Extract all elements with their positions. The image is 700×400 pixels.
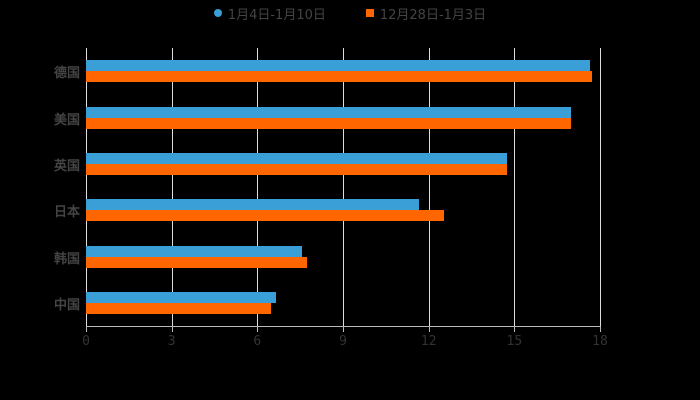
legend: 1月4日-1月10日 12月28日-1月3日: [0, 4, 700, 23]
gridline: [514, 48, 516, 326]
bar[interactable]: [86, 163, 507, 175]
x-tick: [600, 326, 601, 332]
x-tick-label: 9: [339, 334, 347, 349]
bar[interactable]: [86, 152, 507, 164]
legend-item-series-1[interactable]: 1月4日-1月10日: [213, 4, 326, 23]
y-category-label: 德国: [53, 66, 80, 82]
bar[interactable]: [86, 71, 592, 83]
bar[interactable]: [86, 199, 419, 211]
gridline: [343, 48, 344, 326]
gridline: [257, 48, 259, 326]
legend-label: 1月4日-1月10日: [227, 7, 326, 23]
x-tick-label: 6: [253, 334, 262, 349]
circle-marker-icon: [213, 9, 222, 17]
x-tick: [257, 326, 259, 332]
gridline: [171, 48, 173, 326]
bar[interactable]: [86, 291, 276, 303]
x-tick-label: 15: [506, 334, 523, 349]
gridline: [428, 48, 430, 326]
y-category-label: 日本: [53, 205, 80, 221]
x-tick: [514, 326, 516, 332]
x-tick: [343, 326, 344, 332]
bar[interactable]: [86, 245, 302, 257]
x-tick-label: 3: [167, 334, 176, 349]
y-category-label: 英国: [53, 158, 80, 174]
plot-area: [86, 48, 601, 326]
gridline: [600, 48, 601, 326]
bar[interactable]: [86, 60, 590, 72]
bar[interactable]: [86, 117, 571, 129]
x-tick-label: 18: [592, 334, 608, 349]
y-category-label: 美国: [53, 112, 80, 128]
x-tick-label: 12: [420, 334, 437, 349]
x-tick: [428, 326, 430, 332]
x-tick: [86, 326, 87, 332]
bar[interactable]: [86, 302, 272, 314]
bar[interactable]: [86, 210, 445, 222]
square-marker-icon: [365, 9, 374, 17]
x-tick: [171, 326, 173, 332]
x-tick-label: 0: [82, 334, 90, 349]
y-category-label: 韩国: [53, 251, 80, 267]
gridline: [86, 48, 87, 326]
legend-item-series-2[interactable]: 12月28日-1月3日: [365, 4, 487, 23]
bar[interactable]: [86, 256, 308, 268]
y-category-label: 中国: [53, 297, 80, 313]
legend-label: 12月28日-1月3日: [379, 7, 487, 23]
bar[interactable]: [86, 106, 571, 118]
